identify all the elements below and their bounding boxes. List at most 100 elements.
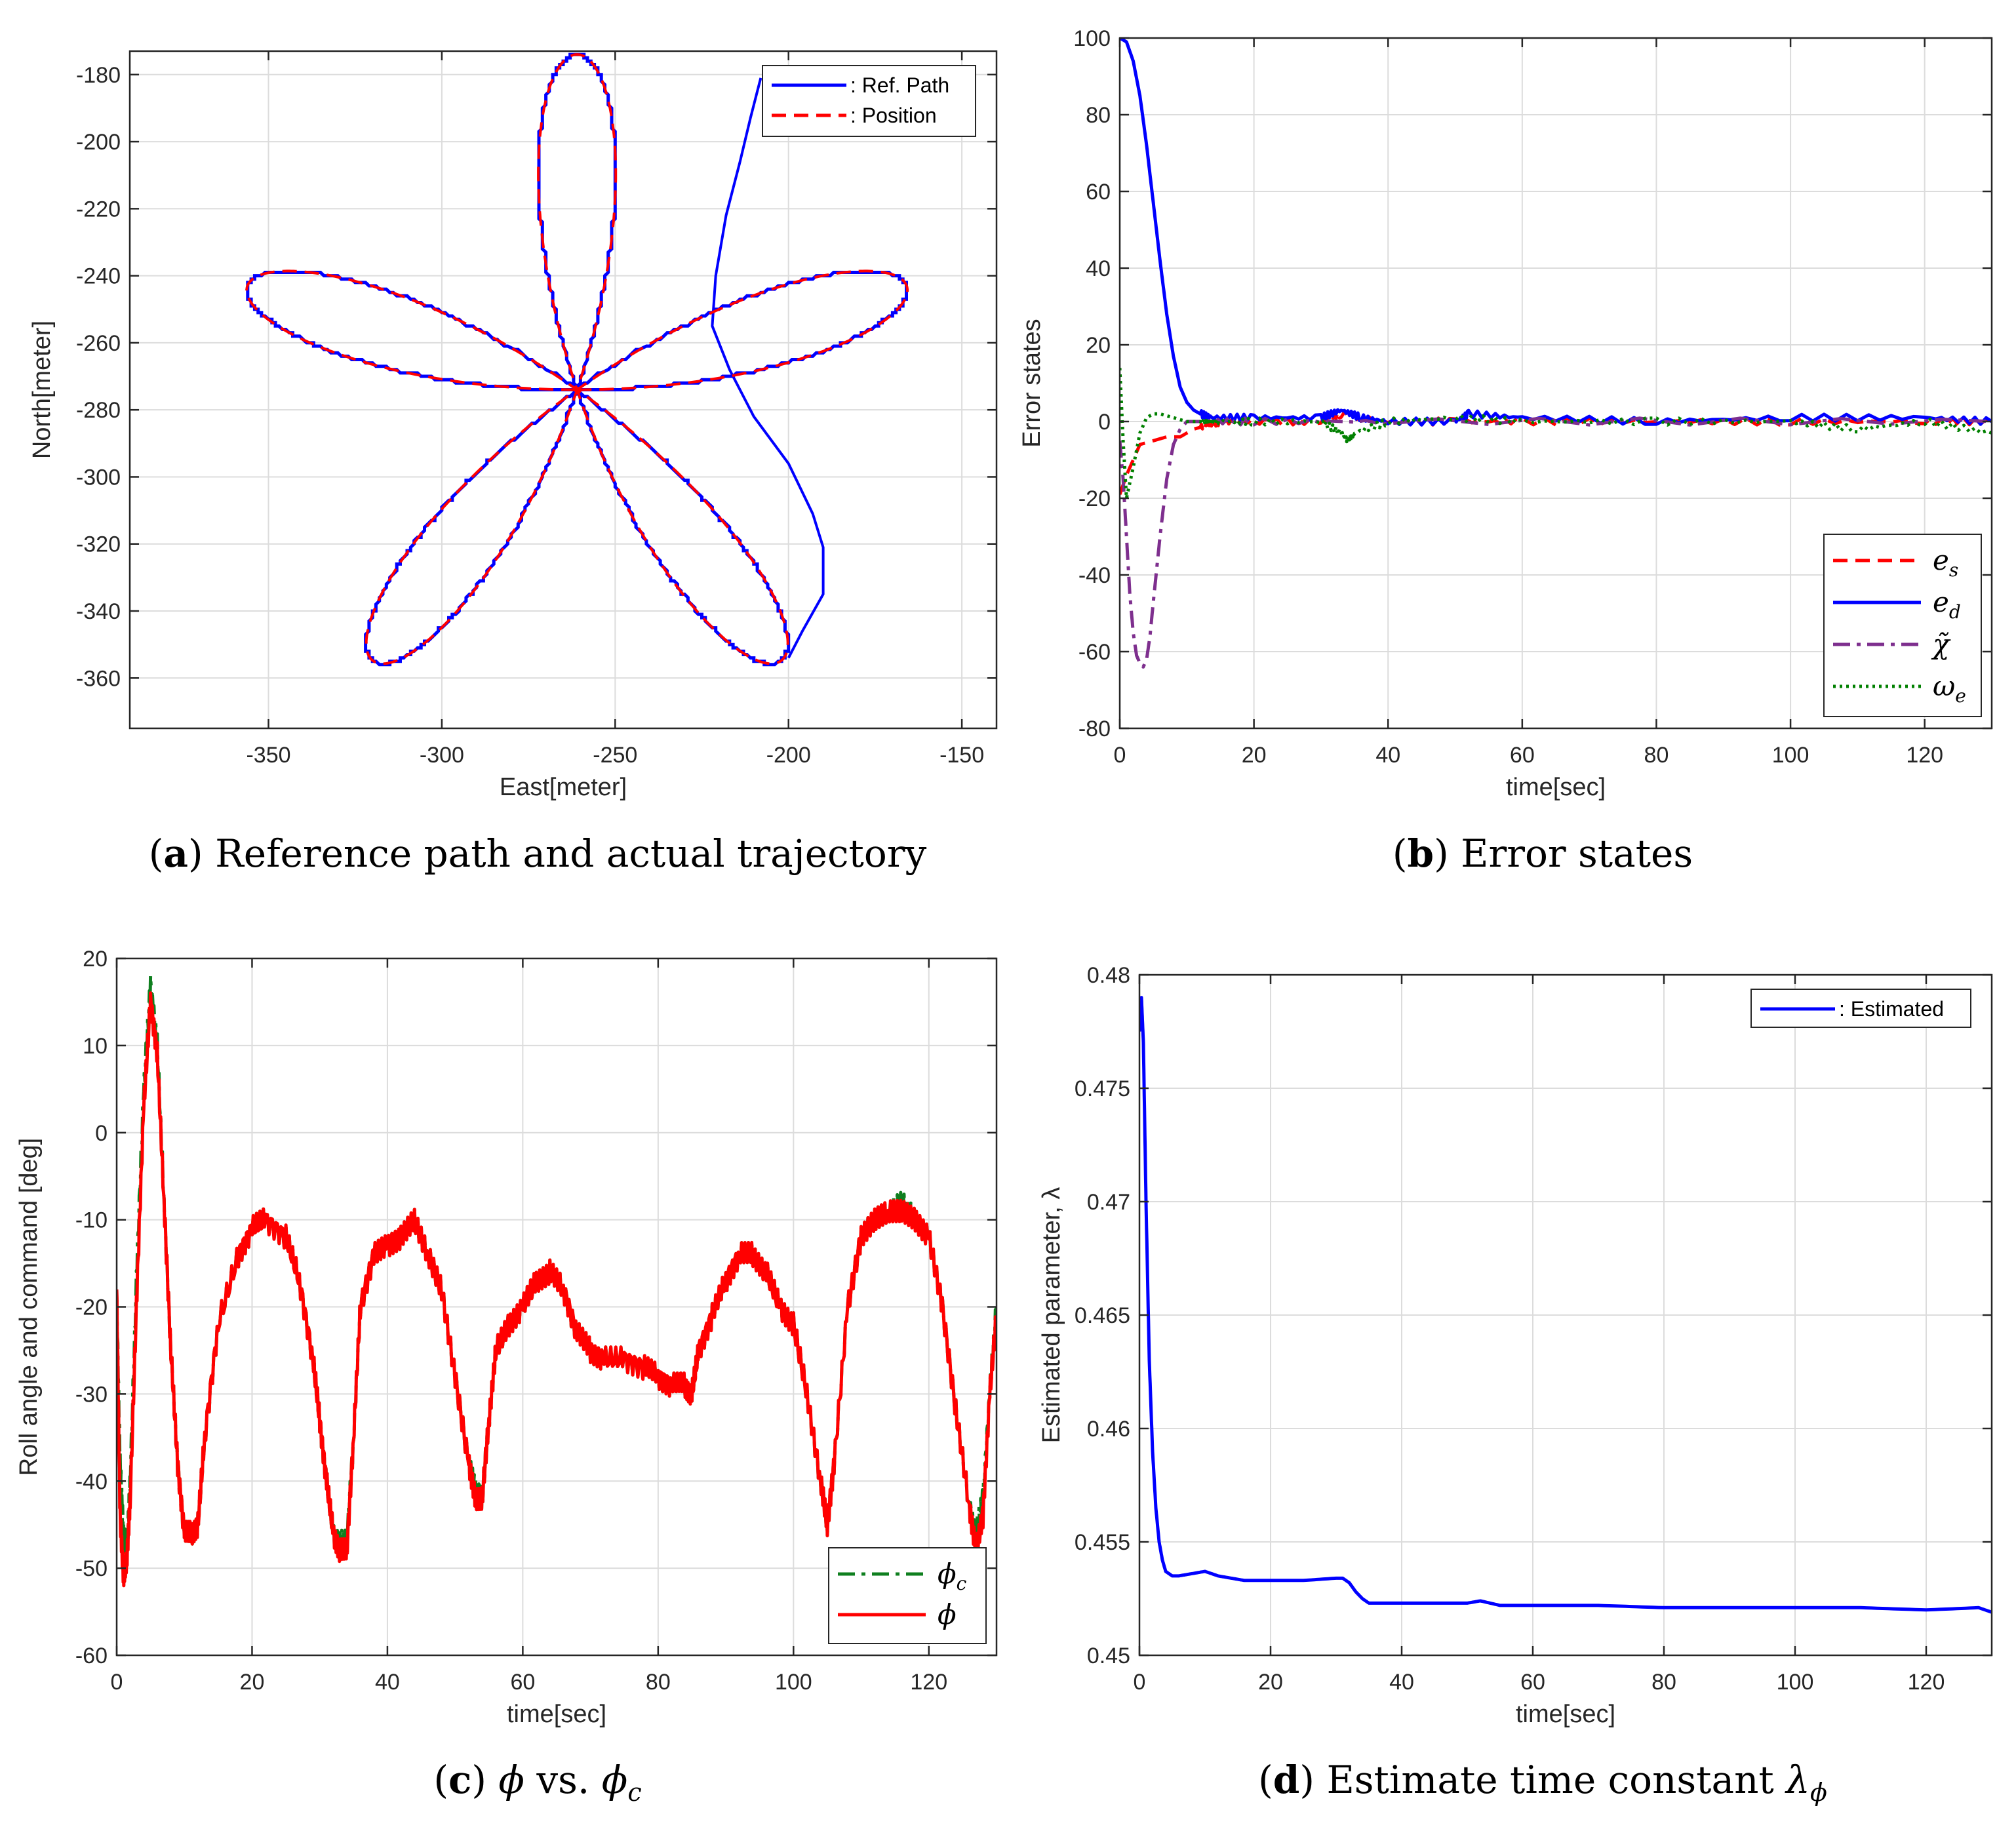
- panel-a: -350 -300 -250 -200 -150 -180 -200 -220 -240 -260…: [28, 50, 998, 801]
- legend: ϕcϕ: [828, 1547, 987, 1644]
- tick-label-x: -250: [593, 743, 637, 768]
- caption-subscript: c: [627, 1778, 641, 1807]
- caption-subscript: ϕ: [1810, 1778, 1827, 1807]
- tick-label-x: 80: [1644, 743, 1669, 768]
- caption-symbol: λ: [1785, 1758, 1810, 1802]
- caption-text: Estimate time constant: [1326, 1758, 1786, 1802]
- tick-label-x: 0: [1134, 1670, 1146, 1695]
- panels: -350 -300 -250 -200 -150-180-200-220-240-260…: [15, 26, 1993, 1728]
- tick-label-x: 40: [375, 1670, 400, 1695]
- tick-label-y: 0.46: [1087, 1417, 1130, 1442]
- tick-label-x: 100: [775, 1670, 812, 1695]
- tick-label-x: 40: [1375, 743, 1400, 768]
- series-omega_e: [1120, 367, 1992, 500]
- caption-paren: ): [1299, 1758, 1326, 1802]
- tick-label-y: 20: [83, 947, 108, 972]
- caption-paren: (: [1258, 1758, 1273, 1802]
- data-layer: [1139, 996, 1992, 1614]
- panel-d: 0 20 40 60 80 100 120 0.48 0.475 0.47 0.465 0.46 0.4…: [1038, 963, 1993, 1728]
- caption-symbol: ϕ: [602, 1758, 628, 1802]
- tick-label-x: 120: [1908, 1670, 1945, 1695]
- series-chi_tilde: [1120, 416, 1992, 669]
- tick-label-x: -200: [766, 743, 811, 768]
- tick-label-y: -280: [76, 398, 121, 423]
- legend-subscript: s: [1949, 559, 1958, 581]
- caption-paren: ): [471, 1758, 498, 1802]
- legend-label: es: [1933, 544, 1958, 581]
- gridlines: [1119, 37, 1992, 729]
- tick-label-x: 80: [1651, 1670, 1676, 1695]
- tick-label-y: -320: [76, 532, 121, 557]
- series-ref-path-transient: [711, 77, 825, 659]
- tick-label-y: 0.455: [1075, 1530, 1130, 1555]
- tick-label-x: -300: [420, 743, 464, 768]
- legend-subscript: c: [957, 1573, 967, 1594]
- caption-symbol: ϕ: [498, 1758, 524, 1802]
- tick-label-x: 0: [1114, 743, 1126, 768]
- tick-label-y: -360: [76, 666, 121, 691]
- tick-label-y: 0.475: [1075, 1076, 1130, 1101]
- legend: : Ref. Path: Position: [762, 65, 976, 137]
- tick-label-y: -20: [75, 1295, 108, 1320]
- legend-label: ϕ: [938, 1598, 957, 1630]
- tick-label-x: 60: [1520, 1670, 1545, 1695]
- data-layer: [245, 52, 909, 667]
- tick-label-y: -40: [75, 1469, 108, 1494]
- tick-label-y: -20: [1078, 486, 1111, 511]
- caption-paren: (: [1393, 831, 1408, 876]
- series-e_d: [1120, 38, 1992, 427]
- tick-label-y: 80: [1086, 103, 1111, 128]
- gridlines: [1139, 974, 1992, 1656]
- ticks: 0 20 40 60 80 100 120 0.48 0.475 0.47 0.465 0.46 0.4…: [1075, 963, 1992, 1695]
- data-layer: [117, 974, 997, 1588]
- series-position: [245, 53, 909, 665]
- x-axis-label: time[sec]: [1516, 1701, 1615, 1728]
- tick-label-x: -150: [939, 743, 984, 768]
- tick-label-x: 20: [240, 1670, 265, 1695]
- data-layer: [1120, 38, 1992, 669]
- caption-text: Error states: [1461, 831, 1693, 876]
- legend-label: : Estimated: [1839, 997, 1944, 1021]
- caption-paren: ): [1434, 831, 1461, 876]
- x-axis-label: time[sec]: [507, 1701, 606, 1728]
- tick-label-y: 10: [83, 1034, 108, 1059]
- tick-label-y: -300: [76, 465, 121, 490]
- tick-label-y: 60: [1086, 180, 1111, 205]
- tick-label-y: 20: [1086, 333, 1111, 358]
- x-axis-label: East[meter]: [500, 774, 627, 801]
- tick-label-y: -260: [76, 331, 121, 356]
- legend-box: [1823, 534, 1982, 717]
- legend-subscript: e: [1955, 685, 1966, 707]
- caption-text: vs.: [524, 1758, 602, 1802]
- tick-label-x: -350: [246, 743, 290, 768]
- legend: : Estimated: [1750, 989, 1971, 1028]
- ticks: -350 -300 -250 -200 -150 -180 -200 -220 -240 -260…: [76, 51, 997, 768]
- caption-b: (b) Error states: [1393, 831, 1693, 876]
- caption-d: (d) Estimate time constant λϕ: [1258, 1758, 1827, 1807]
- tick-label-y: -220: [76, 197, 121, 222]
- tick-label-y: -50: [75, 1556, 108, 1581]
- caption-a: (a) Reference path and actual trajectory: [149, 831, 927, 876]
- tick-label-y: 0.47: [1087, 1190, 1130, 1215]
- series-phi: [117, 991, 997, 1588]
- tick-label-y: -60: [75, 1644, 108, 1668]
- tick-label-x: 120: [1906, 743, 1943, 768]
- tick-label-y: 40: [1086, 256, 1111, 281]
- legend-subscript: d: [1949, 601, 1961, 623]
- panel-c: 0 20 40 60 80 100 12020100-10-20-30-40-50-60ti…: [15, 947, 998, 1728]
- tick-label-x: 100: [1777, 1670, 1814, 1695]
- tick-label-y: -10: [75, 1208, 108, 1233]
- panel-b: 0 20 40 60 80 100 120 100 80 60 40 20 0 -20 -40 -60 -80 t…: [1018, 26, 1993, 801]
- caption-text: Reference path and actual trajectory: [215, 831, 926, 876]
- tick-label-y: 0.45: [1087, 1644, 1130, 1668]
- tick-label-x: 60: [510, 1670, 535, 1695]
- y-axis-label: Roll angle and command [deg]: [15, 1138, 43, 1476]
- tick-label-y: -200: [76, 130, 121, 155]
- tick-label-y: 0.465: [1075, 1303, 1130, 1328]
- tick-label-y: 0: [1098, 410, 1111, 435]
- tick-label-x: 100: [1772, 743, 1809, 768]
- tick-label-x: 80: [646, 1670, 671, 1695]
